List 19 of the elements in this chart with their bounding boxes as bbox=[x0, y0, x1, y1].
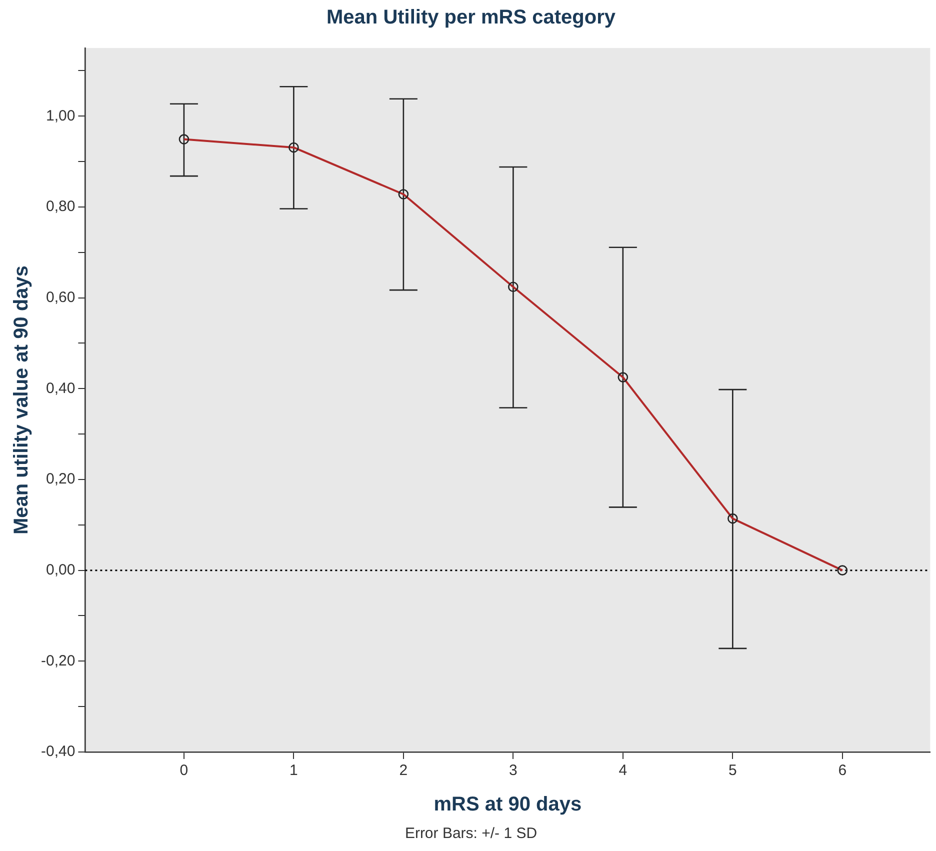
y-tick-label: 0,60 bbox=[46, 288, 76, 306]
x-tick-label: 4 bbox=[618, 762, 628, 780]
y-tick-label: 0,20 bbox=[46, 470, 76, 488]
y-tick-label: -0,40 bbox=[40, 743, 76, 760]
x-tick-label: 1 bbox=[290, 762, 298, 780]
x-tick-label: 0 bbox=[180, 762, 188, 780]
x-tick-label: 2 bbox=[399, 762, 408, 780]
y-tick-label: 1,00 bbox=[46, 107, 76, 124]
x-tick-label: 6 bbox=[838, 762, 847, 780]
y-tick-label: 0,40 bbox=[46, 380, 76, 397]
y-tick-label: -0,20 bbox=[40, 652, 76, 670]
y-axis-title: Mean utility value at 90 days bbox=[10, 266, 33, 534]
chart-title: Mean Utility per mRS category bbox=[326, 6, 616, 29]
x-axis-title: mRS at 90 days bbox=[434, 794, 582, 816]
x-tick-label: 3 bbox=[509, 762, 518, 780]
y-tick-label: 0,80 bbox=[46, 198, 76, 216]
x-tick-label: 5 bbox=[728, 762, 737, 780]
y-tick-label: 0,00 bbox=[46, 561, 76, 578]
text: Error Bars: +/- 1 SD bbox=[404, 825, 538, 842]
